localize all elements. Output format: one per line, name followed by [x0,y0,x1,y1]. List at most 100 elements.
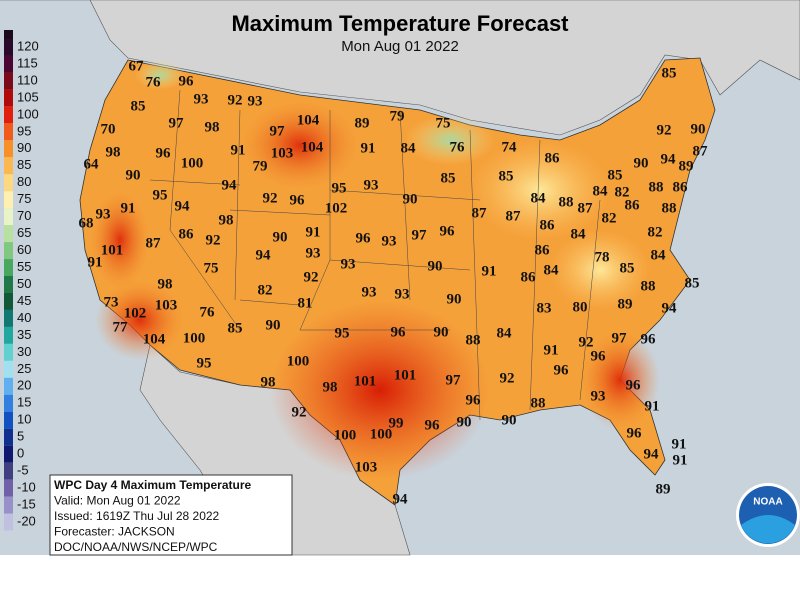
temperature-label: 98 [323,379,338,395]
temperature-label: 92 [263,190,278,206]
temperature-label: 99 [389,415,404,431]
temperature-label: 84 [544,262,560,278]
temperature-label: 88 [662,200,677,216]
temperature-label: 93 [382,233,397,249]
temperature-label: 92 [579,334,594,350]
legend-label: 20 [17,378,31,393]
legend-swatch [4,377,13,395]
temperature-label: 84 [497,325,513,341]
legend-label: 80 [17,174,31,189]
temperature-label: 97 [412,227,428,243]
legend-label: 25 [17,361,31,376]
legend-label: 35 [17,327,31,342]
temperature-label: 98 [158,276,173,292]
legend-label: -10 [17,480,36,495]
legend-label: -20 [17,513,36,528]
temperature-label: 98 [106,144,121,160]
temperature-label: 100 [181,155,204,171]
legend-swatch [4,326,13,344]
temperature-label: 74 [502,139,518,155]
temperature-label: 67 [129,58,145,74]
legend-swatch [4,513,13,531]
logo-text: NOAA [753,497,782,508]
cool-area [405,115,495,165]
legend-label: 70 [17,208,31,223]
temperature-label: 85 [441,170,456,186]
legend-label: 5 [17,429,24,444]
temperature-label: 85 [131,98,146,114]
temperature-label: 96 [179,73,195,89]
legend-swatch [4,360,13,378]
temperature-label: 91 [306,224,321,240]
temperature-label: 95 [332,180,347,196]
info-line: Valid: Mon Aug 01 2022 [54,494,181,508]
legend-label: 45 [17,293,31,308]
info-line: WPC Day 4 Maximum Temperature [54,478,251,492]
temperature-label: 94 [662,300,678,316]
temperature-label: 82 [648,224,663,240]
legend-swatch [4,225,13,243]
temperature-label: 97 [169,115,185,131]
legend-swatch [4,55,13,73]
legend-swatch [4,106,13,124]
legend-label: 60 [17,242,31,257]
temperature-label: 89 [679,158,694,174]
temperature-label: 91 [544,342,559,358]
temperature-label: 79 [253,158,268,174]
temperature-label: 88 [641,278,656,294]
temperature-label: 93 [306,245,321,261]
legend-label: 110 [17,72,38,87]
temperature-label: 88 [531,395,546,411]
temperature-label: 79 [390,108,405,124]
temperature-label: 90 [457,414,472,430]
temperature-label: 100 [287,353,310,369]
temperature-label: 104 [297,112,320,128]
temperature-label: 97 [446,372,462,388]
temperature-label: 84 [401,140,417,156]
legend-swatch [4,394,13,412]
legend-label: 55 [17,259,31,274]
temperature-label: 98 [205,119,220,135]
temperature-label: 76 [200,304,216,320]
temperature-label: 91 [88,254,103,270]
temperature-label: 84 [531,190,547,206]
legend-label: 0 [17,446,24,461]
legend-swatch [4,208,13,226]
temperature-label: 68 [79,215,94,231]
legend-swatch [4,411,13,429]
legend-label: 100 [17,106,39,121]
legend-swatch [4,276,13,293]
temperature-label: 92 [206,232,221,248]
temperature-label: 70 [101,121,116,137]
legend-swatch [4,343,13,361]
temperature-label: 90 [691,121,706,137]
color-legend: 1201151101051009590858075706560555045403… [4,30,39,531]
legend-swatch [4,259,13,277]
temperature-label: 88 [649,179,664,195]
info-lines: WPC Day 4 Maximum Temperature Valid: Mon … [54,478,251,554]
temperature-label: 82 [258,282,273,298]
temperature-label: 90 [502,412,517,428]
temperature-label: 93 [248,93,263,109]
noaa-logo: NOAA [736,483,800,547]
temperature-label: 85 [662,65,677,81]
temperature-label: 86 [673,179,689,195]
legend-label: 15 [17,395,31,410]
legend-swatch [4,123,13,141]
temperature-label: 81 [298,295,313,311]
legend-label: 50 [17,276,31,291]
temperature-label: 96 [591,348,607,364]
state-borders [149,89,601,421]
temperature-label: 100 [370,426,393,442]
legend-swatch [4,140,13,158]
temperature-label: 82 [602,210,617,226]
temperature-label: 93 [96,206,111,222]
legend-label: 65 [17,225,31,240]
temperature-label: 104 [301,139,324,155]
temperature-label: 83 [537,300,552,316]
legend-label: -5 [17,463,29,478]
legend-swatch [4,174,13,192]
temperature-label: 100 [183,330,206,346]
temperature-label: 98 [219,212,234,228]
